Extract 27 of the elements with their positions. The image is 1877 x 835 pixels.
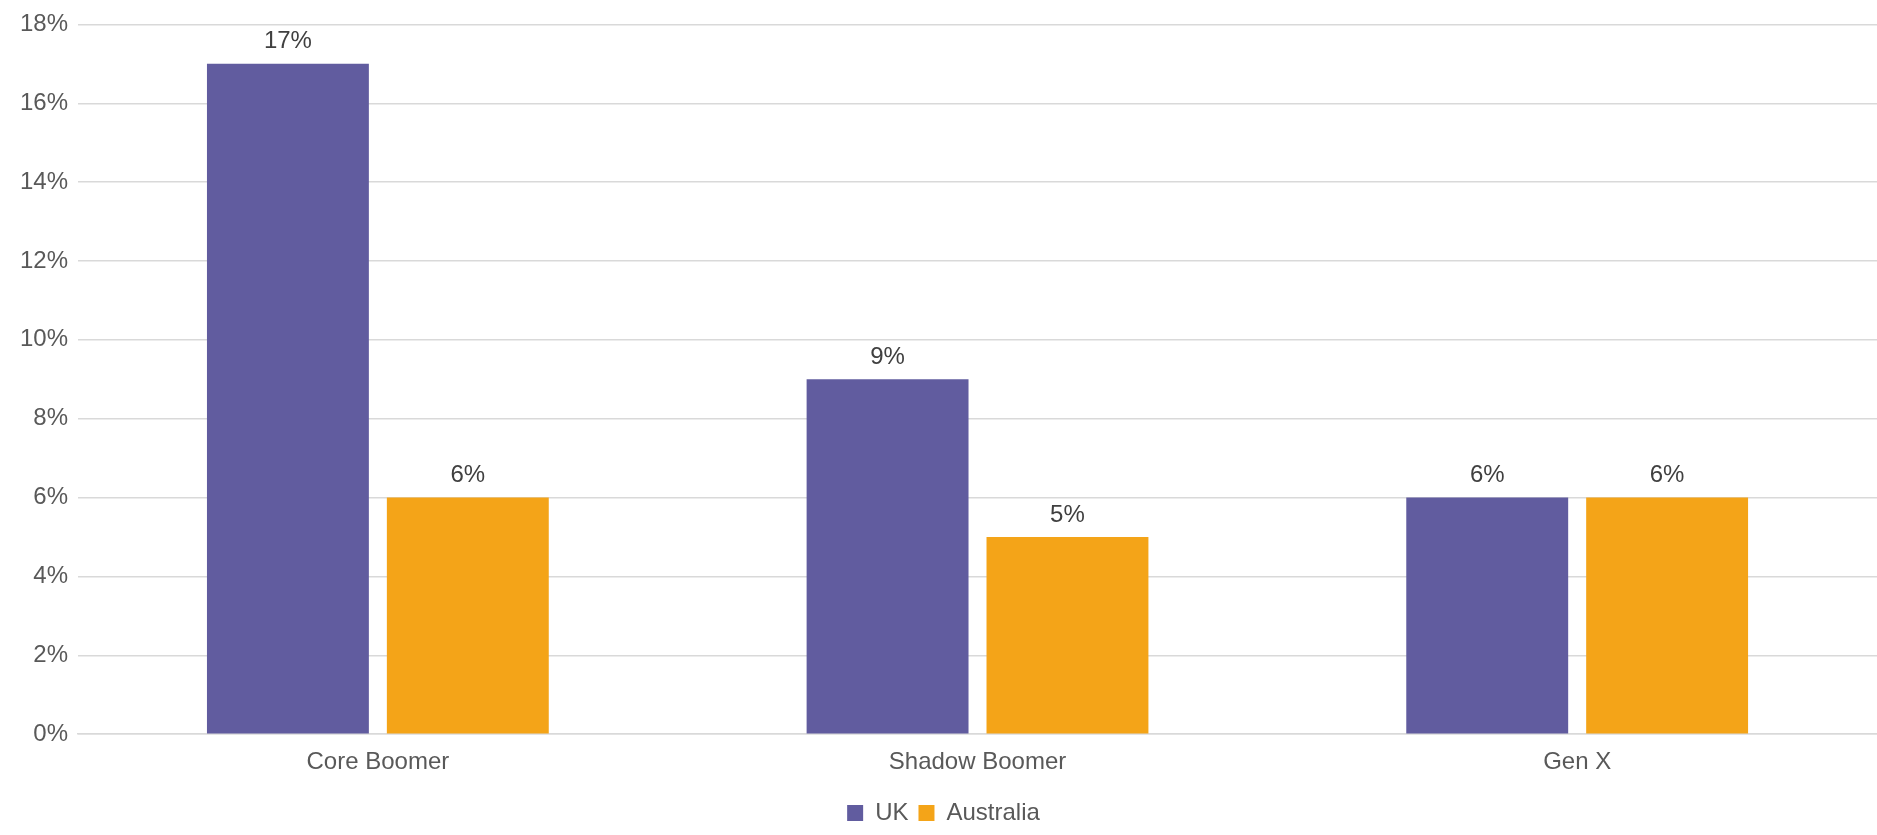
x-tick-label: Gen X: [1543, 747, 1612, 775]
data-label: 9%: [870, 341, 905, 369]
y-tick-label: 4%: [33, 561, 69, 589]
y-tick-label: 14%: [19, 166, 69, 194]
bar: [986, 537, 1149, 734]
bar: [1586, 497, 1749, 734]
data-label: 17%: [263, 26, 312, 54]
y-tick-label: 0%: [33, 718, 69, 746]
y-tick-label: 2%: [33, 639, 69, 667]
data-label: 5%: [1050, 499, 1085, 527]
y-tick-label: 6%: [33, 482, 69, 510]
bar: [806, 379, 969, 734]
y-tick-label: 12%: [19, 245, 69, 273]
data-label: 6%: [1469, 460, 1505, 488]
bar: [1406, 497, 1569, 734]
data-label: 6%: [1649, 460, 1685, 488]
x-tick-label: Core Boomer: [306, 747, 450, 775]
data-label: 6%: [450, 460, 486, 488]
x-tick-label: Shadow Boomer: [888, 747, 1067, 775]
bar: [386, 497, 549, 734]
legend-label: Australia: [946, 797, 1041, 825]
y-tick-label: 10%: [19, 324, 69, 352]
y-tick-label: 16%: [19, 87, 69, 115]
bar: [206, 63, 369, 734]
y-tick-label: 18%: [19, 9, 69, 37]
legend-label: UK: [875, 797, 909, 825]
y-tick-label: 8%: [33, 403, 69, 431]
